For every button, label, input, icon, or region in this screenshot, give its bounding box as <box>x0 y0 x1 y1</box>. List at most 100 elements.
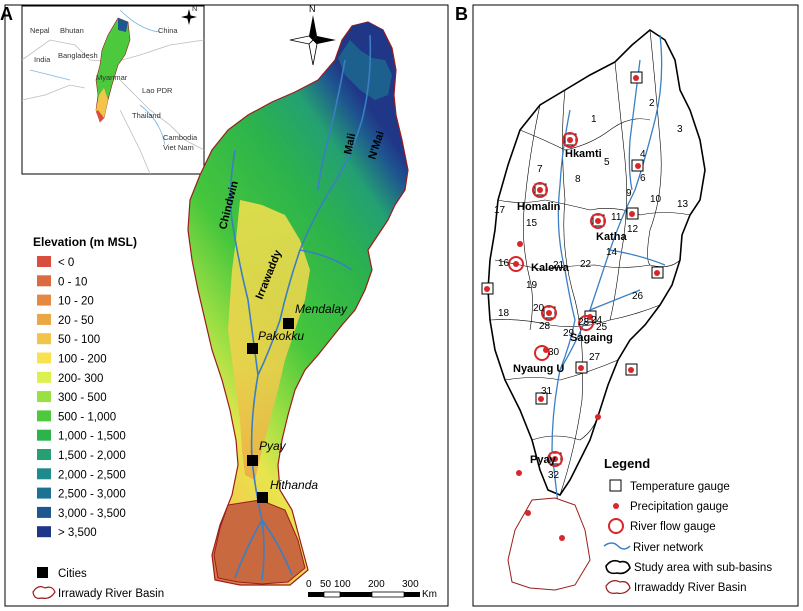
city-marker-mendalay <box>283 318 294 329</box>
elevation-legend-swatch <box>37 526 51 538</box>
basin-legend-symbol <box>32 586 56 599</box>
svg-text:N: N <box>192 4 197 13</box>
subbasin-number: 15 <box>526 218 538 229</box>
legend-temperature-label: Temperature gauge <box>630 481 730 493</box>
basin-legend-label: Irrawady River Basin <box>58 588 164 600</box>
elevation-legend-title: Elevation (m MSL) <box>33 235 137 249</box>
subbasin-number: 2 <box>649 98 655 109</box>
elevation-legend-swatch <box>37 333 51 345</box>
legend-basin-label: Irrawaddy River Basin <box>634 582 746 594</box>
panel-b-letter: B <box>455 4 468 24</box>
elevation-legend-swatch <box>37 352 51 364</box>
subbasin-number: 16 <box>498 258 510 269</box>
place-label-katha: Katha <box>596 231 627 243</box>
city-label-hithanda: Hithanda <box>270 478 318 492</box>
legend-precipitation-symbol <box>613 503 619 509</box>
elevation-legend: Elevation (m MSL) < 0 0 - 10 10 - 20 20 - 5… <box>32 235 164 600</box>
scale-unit: Km <box>422 589 437 600</box>
subbasin-number: 20 <box>533 303 545 314</box>
scale-tick-100: 100 <box>334 579 351 590</box>
subbasin-number: 12 <box>627 224 639 235</box>
subbasin-number: 8 <box>575 174 581 185</box>
subbasin-number: 9 <box>626 188 632 199</box>
subbasin-number: 22 <box>580 259 592 270</box>
place-label-homalin: Homalin <box>517 201 561 213</box>
subbasin-number: 28 <box>539 321 551 332</box>
inset-label-china: China <box>158 26 178 35</box>
legend-study-area-symbol <box>605 559 631 575</box>
subbasin-number: 25 <box>596 322 608 333</box>
elevation-map: Chindwin Irrawaddy Mali N'Mai Mendalay P… <box>187 21 409 586</box>
subbasin-number: 18 <box>498 308 510 319</box>
subbasin-number: 1 <box>591 114 597 125</box>
scale-tick-200: 200 <box>368 579 385 590</box>
subbasin-number: 11 <box>611 212 622 223</box>
subbasin-number: 30 <box>548 347 560 358</box>
elevation-legend-label: 1,000 - 1,500 <box>58 431 126 443</box>
elevation-legend-swatch <box>37 313 51 325</box>
delta-lowland <box>213 499 306 585</box>
north-arrow-icon: N <box>289 4 336 66</box>
elevation-legend-swatch <box>37 256 51 267</box>
elevation-legend-label: 200- 300 <box>58 373 103 385</box>
elevation-legend-label: 2,500 - 3,000 <box>58 489 126 501</box>
subbasin-number: 27 <box>589 352 601 363</box>
legend-temperature-symbol <box>609 479 622 492</box>
subbasin-number: 21 <box>553 260 565 271</box>
subbasin-number: 31 <box>541 386 553 397</box>
subbasin-boundaries <box>489 29 691 496</box>
river-network-b <box>551 34 666 586</box>
city-label-pakokku: Pakokku <box>258 329 304 343</box>
elevation-legend-label: 20 - 50 <box>58 315 94 327</box>
inset-label-bangladesh: Bangladesh <box>58 51 98 60</box>
panel-a-letter: A <box>0 4 13 24</box>
elevation-legend-label: 300 - 500 <box>58 392 107 404</box>
elevation-legend-swatch <box>37 275 51 287</box>
svg-text:N: N <box>309 4 316 14</box>
inset-label-nepal: Nepal <box>30 26 50 35</box>
subbasin-number: 32 <box>548 470 560 481</box>
inset-label-myanmar: Myanmar <box>96 73 128 82</box>
subbasin-number: 23 <box>578 317 590 328</box>
cities-legend-marker <box>37 567 48 578</box>
elevation-legend-label: 50 - 100 <box>58 334 100 346</box>
place-label-sagaing: Sagaing <box>570 332 613 344</box>
place-label-hkamti: Hkamti <box>565 148 602 160</box>
elevation-legend-swatch <box>37 449 51 460</box>
place-label-nyaungu: Nyaung U <box>513 363 564 375</box>
scale-bar: 0 50 100 200 300 Km <box>306 579 437 600</box>
study-area-outline <box>487 29 706 496</box>
scale-tick-300: 300 <box>402 579 419 590</box>
study-area-map: Hkamti Homalin Katha Kalewa Sagaing Nyau… <box>481 29 706 591</box>
place-label-kalewa: Kalewa <box>531 262 570 274</box>
precipitation-gauges <box>484 75 660 541</box>
gauge-legend-title: Legend <box>604 456 650 471</box>
elevation-legend-label: 500 - 1,000 <box>58 411 116 423</box>
elevation-legend-label: 100 - 200 <box>58 354 107 366</box>
river-flow-gauges <box>508 132 606 467</box>
elevation-legend-swatch <box>37 506 51 518</box>
elevation-legend-label: 3,000 - 3,500 <box>58 508 126 520</box>
elevation-legend-swatch <box>37 294 51 306</box>
central-valley <box>228 200 310 480</box>
subbasin-number: 5 <box>604 157 610 168</box>
cities-legend-label: Cities <box>58 568 87 580</box>
city-marker-pyay <box>247 455 258 466</box>
legend-flow-symbol <box>608 518 624 534</box>
subbasin-number: 3 <box>677 124 683 135</box>
elevation-legend-swatch <box>37 391 51 403</box>
subbasin-number: 10 <box>650 194 662 205</box>
subbasin-number: 13 <box>677 199 689 210</box>
elevation-legend-swatch <box>37 429 51 441</box>
subbasin-number: 17 <box>494 205 506 216</box>
inset-label-india: India <box>34 55 51 64</box>
scale-tick-50: 50 <box>320 579 332 590</box>
elevation-legend-label: 1,500 - 2,000 <box>58 450 126 462</box>
river-label-mali: Mali <box>342 132 358 155</box>
legend-precipitation-label: Precipitation gauge <box>630 501 728 513</box>
inset-label-laos: Lao PDR <box>142 86 173 95</box>
subbasin-number: 26 <box>632 291 644 302</box>
inset-north-arrow-icon: N <box>181 4 197 25</box>
legend-flow-label: River flow gauge <box>630 521 716 533</box>
